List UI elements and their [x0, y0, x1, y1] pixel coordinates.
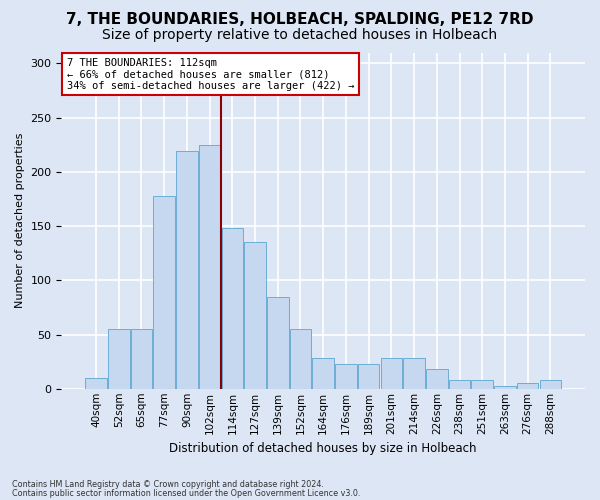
Bar	[85, 378, 107, 389]
Bar	[403, 358, 425, 389]
Bar	[108, 329, 130, 389]
Bar	[426, 369, 448, 389]
Bar	[313, 358, 334, 389]
Bar	[335, 364, 357, 389]
Text: Size of property relative to detached houses in Holbeach: Size of property relative to detached ho…	[103, 28, 497, 42]
Bar	[267, 296, 289, 389]
Bar	[380, 358, 402, 389]
Bar	[290, 329, 311, 389]
Bar	[176, 151, 197, 389]
Bar	[244, 242, 266, 389]
Text: 7, THE BOUNDARIES, HOLBEACH, SPALDING, PE12 7RD: 7, THE BOUNDARIES, HOLBEACH, SPALDING, P…	[66, 12, 534, 28]
Bar	[539, 380, 561, 389]
Bar	[472, 380, 493, 389]
Bar	[494, 386, 516, 389]
Text: Contains HM Land Registry data © Crown copyright and database right 2024.: Contains HM Land Registry data © Crown c…	[12, 480, 324, 489]
Bar	[154, 196, 175, 389]
X-axis label: Distribution of detached houses by size in Holbeach: Distribution of detached houses by size …	[169, 442, 477, 455]
Text: 7 THE BOUNDARIES: 112sqm
← 66% of detached houses are smaller (812)
34% of semi-: 7 THE BOUNDARIES: 112sqm ← 66% of detach…	[67, 58, 354, 90]
Bar	[199, 144, 220, 389]
Bar	[131, 329, 152, 389]
Bar	[358, 364, 379, 389]
Text: Contains public sector information licensed under the Open Government Licence v3: Contains public sector information licen…	[12, 489, 361, 498]
Bar	[449, 380, 470, 389]
Bar	[221, 228, 243, 389]
Y-axis label: Number of detached properties: Number of detached properties	[15, 133, 25, 308]
Bar	[517, 384, 538, 389]
